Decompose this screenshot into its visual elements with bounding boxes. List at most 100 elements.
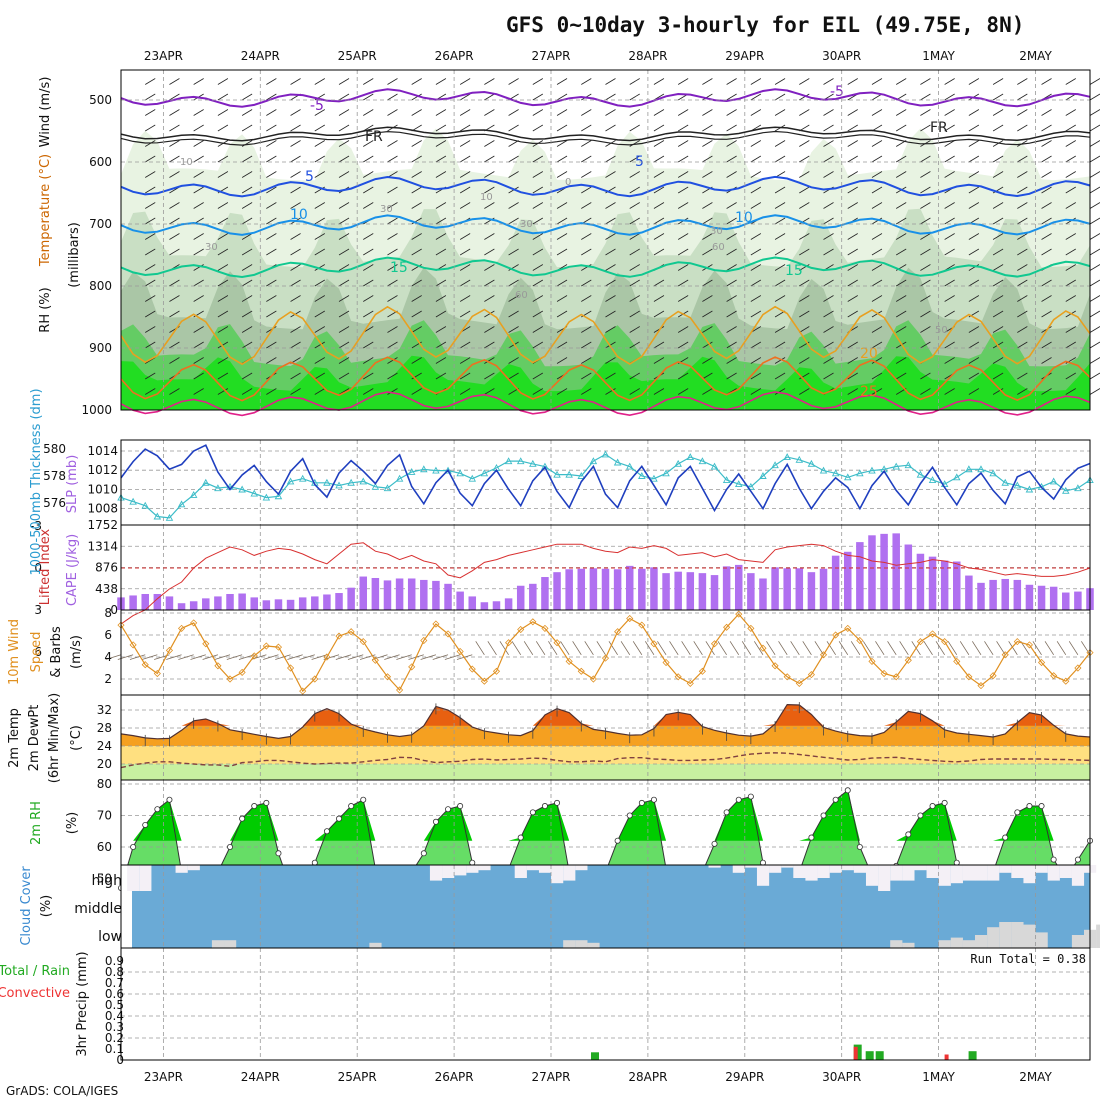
wind-barb (702, 279, 713, 287)
wind-barb (581, 171, 592, 178)
surface-barb (287, 654, 303, 660)
wind-barb (750, 93, 762, 101)
temp-tick: 20 (97, 757, 112, 771)
wind-barb (266, 155, 277, 163)
wind-barb (944, 295, 955, 302)
wind-barb (363, 295, 374, 302)
surface-barb (620, 641, 631, 656)
wind-barb (532, 248, 544, 256)
wind-barb (1041, 310, 1052, 318)
wind-speed-point (505, 639, 513, 647)
rh2m-point (1074, 856, 1081, 863)
wind-barb (847, 248, 858, 256)
wind-barb (1089, 233, 1100, 240)
wind-barb (532, 202, 544, 209)
wind-barb (581, 295, 592, 302)
pressure-tick: 800 (89, 279, 112, 293)
cape-bar (759, 578, 767, 610)
wind-barb (726, 233, 737, 240)
cape-bar (953, 561, 961, 610)
wind-barb (411, 372, 422, 380)
wind-barb (556, 310, 568, 318)
wind-barb (581, 326, 592, 333)
wind-barb (677, 326, 689, 333)
wind-barb (629, 171, 640, 178)
cloud-low-bar (962, 940, 976, 948)
wind-barb (338, 372, 350, 380)
cloud-low-bar (211, 940, 225, 948)
wind-barb (920, 109, 931, 116)
wind-barb (290, 78, 301, 85)
precip-tick: 0.4 (105, 1009, 124, 1023)
rh2m-tick: 60 (97, 840, 112, 854)
cape-bar (153, 593, 162, 610)
contour-label: 10 (735, 210, 753, 226)
wind-barb (387, 233, 398, 240)
cape-bar (650, 567, 658, 610)
wind-barb (193, 341, 204, 349)
wind-barb (314, 341, 326, 349)
temp-band-below-20 (121, 764, 1090, 780)
surface-barb (850, 641, 861, 656)
wind-barb (702, 171, 713, 178)
wind-speed-point (299, 687, 307, 695)
wind-barb (484, 202, 495, 209)
precip-bar (968, 1051, 977, 1060)
wind-barb (1041, 233, 1052, 240)
wind-barb (217, 171, 229, 178)
wind-barb (363, 279, 374, 287)
cloud-low-bar (902, 942, 915, 948)
cape-li-panel: 1752 1314 876 438 0 -3 0 3 6 (30, 518, 1094, 659)
contour-label: 60 (515, 290, 528, 301)
cloud-high-bar (890, 865, 903, 881)
wind-barb (605, 264, 616, 271)
surface-barb (1044, 641, 1054, 656)
wind-barb (459, 140, 471, 147)
wind-barb (677, 124, 689, 132)
wind-barb (145, 264, 156, 271)
wind-barb (774, 93, 786, 101)
wind-barb (968, 124, 980, 132)
wind-barb (629, 372, 640, 380)
wind-barb (1041, 109, 1052, 116)
thickness-point (953, 473, 961, 481)
wind-barb (774, 186, 786, 194)
date-label-top: 27APR (531, 49, 570, 63)
cape-bar (395, 578, 404, 610)
wind-barb (629, 109, 640, 116)
wind-barb (314, 171, 326, 178)
rh2m-point (275, 850, 282, 857)
cloud-low-bar (974, 935, 988, 948)
thickness-point (625, 462, 634, 470)
wind-barb (1041, 295, 1052, 302)
wind-barb (871, 202, 883, 209)
rh2m-point (747, 793, 754, 800)
wind-barb (968, 78, 980, 85)
li-tick: 6 (34, 645, 42, 659)
wind-barb (968, 109, 980, 116)
cloud-low-bar (1035, 932, 1048, 948)
surface-barb (117, 654, 134, 660)
wind-speed-point (396, 686, 404, 694)
wind-barb (871, 217, 883, 225)
cloud-high-bar (708, 865, 721, 868)
wind-barb (1017, 310, 1028, 318)
wind-barb (484, 357, 495, 364)
wind-barb (605, 109, 616, 116)
surface-barb (560, 641, 570, 656)
surface-barb (935, 641, 945, 656)
wind-speed-point (1001, 651, 1009, 659)
wind-barb (241, 310, 253, 318)
wind-barb (823, 140, 834, 147)
wind-barb (1089, 171, 1100, 178)
contour-label: 25 (860, 384, 878, 400)
surface-barb (432, 654, 449, 660)
cloud-high-bar (575, 865, 588, 871)
date-label-bottom: 29APR (725, 1070, 764, 1084)
wind-barb (992, 295, 1004, 302)
wind-barb (629, 217, 640, 225)
cloud-high-bar (793, 865, 806, 878)
wind-barb (605, 155, 616, 163)
wind-barb (1017, 171, 1028, 178)
wind-barb (944, 341, 955, 349)
